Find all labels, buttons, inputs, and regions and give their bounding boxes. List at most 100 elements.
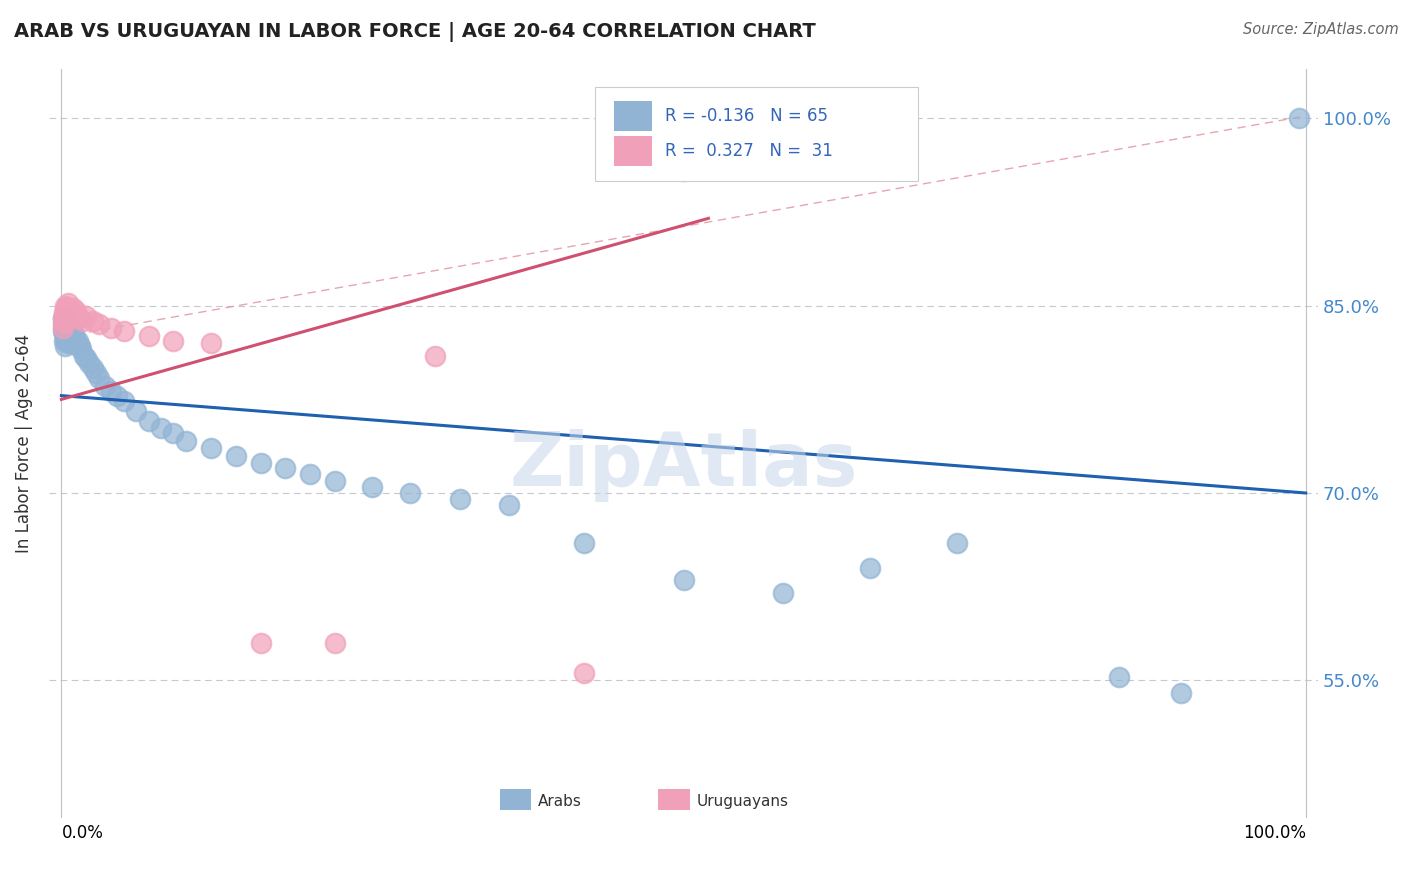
Point	[67, 311, 90, 326]
Point	[56, 296, 79, 310]
Point	[162, 426, 184, 441]
Point	[62, 301, 84, 316]
Text: R = -0.136   N = 65: R = -0.136 N = 65	[665, 107, 828, 125]
Point	[52, 321, 75, 335]
Point	[1170, 686, 1192, 700]
Point	[100, 321, 122, 335]
Text: Source: ZipAtlas.com: Source: ZipAtlas.com	[1243, 22, 1399, 37]
Point	[63, 331, 86, 345]
Point	[84, 366, 107, 380]
Point	[52, 334, 75, 348]
Text: ARAB VS URUGUAYAN IN LABOR FORCE | AGE 20-64 CORRELATION CHART: ARAB VS URUGUAYAN IN LABOR FORCE | AGE 2…	[14, 22, 815, 42]
Point	[107, 389, 129, 403]
Point	[112, 393, 135, 408]
Point	[572, 665, 595, 680]
Point	[398, 486, 420, 500]
Point	[56, 318, 79, 333]
Point	[100, 384, 122, 398]
Point	[60, 328, 83, 343]
Point	[94, 378, 117, 392]
Point	[67, 339, 90, 353]
Point	[63, 308, 86, 322]
Point	[52, 324, 75, 338]
Point	[200, 441, 222, 455]
Point	[53, 311, 76, 326]
Point	[65, 303, 87, 318]
Text: Uruguayans: Uruguayans	[696, 794, 789, 809]
Point	[60, 309, 83, 323]
Point	[70, 343, 93, 357]
Point	[59, 331, 82, 345]
Point	[58, 334, 80, 348]
Point	[52, 311, 75, 326]
Text: 100.0%: 100.0%	[1243, 824, 1306, 842]
Point	[572, 536, 595, 550]
FancyBboxPatch shape	[614, 101, 652, 131]
Point	[75, 309, 97, 323]
Point	[82, 361, 104, 376]
Point	[52, 305, 75, 319]
Point	[323, 474, 346, 488]
Point	[55, 301, 77, 316]
Point	[52, 311, 75, 326]
Point	[73, 349, 96, 363]
Point	[299, 467, 322, 482]
Point	[174, 434, 197, 448]
Point	[946, 536, 969, 550]
Point	[87, 318, 110, 332]
Point	[58, 326, 80, 341]
Point	[672, 164, 695, 178]
Text: Arabs: Arabs	[537, 794, 582, 809]
Point	[138, 414, 160, 428]
Point	[56, 325, 79, 339]
Point	[87, 371, 110, 385]
Point	[361, 480, 384, 494]
Point	[72, 314, 94, 328]
Y-axis label: In Labor Force | Age 20-64: In Labor Force | Age 20-64	[15, 334, 32, 553]
Point	[53, 324, 76, 338]
Point	[772, 586, 794, 600]
Point	[323, 636, 346, 650]
Point	[1288, 112, 1310, 126]
Point	[77, 356, 100, 370]
Point	[498, 499, 520, 513]
Point	[125, 403, 148, 417]
Point	[200, 336, 222, 351]
Point	[53, 339, 76, 353]
Point	[82, 314, 104, 328]
Point	[58, 311, 80, 326]
Point	[55, 314, 77, 328]
Point	[53, 331, 76, 345]
Point	[63, 337, 86, 351]
Point	[52, 320, 75, 334]
Point	[65, 336, 87, 351]
FancyBboxPatch shape	[595, 87, 918, 181]
Point	[138, 328, 160, 343]
Point	[69, 339, 91, 353]
Point	[62, 334, 84, 348]
Point	[59, 324, 82, 338]
Point	[58, 302, 80, 317]
Point	[859, 561, 882, 575]
Point	[162, 334, 184, 348]
Point	[149, 421, 172, 435]
Point	[59, 305, 82, 319]
FancyBboxPatch shape	[614, 136, 652, 166]
FancyBboxPatch shape	[499, 789, 531, 810]
Point	[53, 316, 76, 330]
Point	[52, 316, 75, 330]
Point	[55, 330, 77, 344]
Point	[1108, 669, 1130, 683]
Point	[60, 336, 83, 351]
Point	[53, 299, 76, 313]
Point	[225, 449, 247, 463]
Point	[52, 318, 75, 332]
Point	[249, 456, 271, 470]
Point	[63, 327, 86, 342]
Point	[62, 326, 84, 341]
Point	[66, 334, 89, 348]
Point	[75, 351, 97, 366]
Point	[52, 314, 75, 328]
Point	[274, 461, 297, 475]
FancyBboxPatch shape	[658, 789, 690, 810]
